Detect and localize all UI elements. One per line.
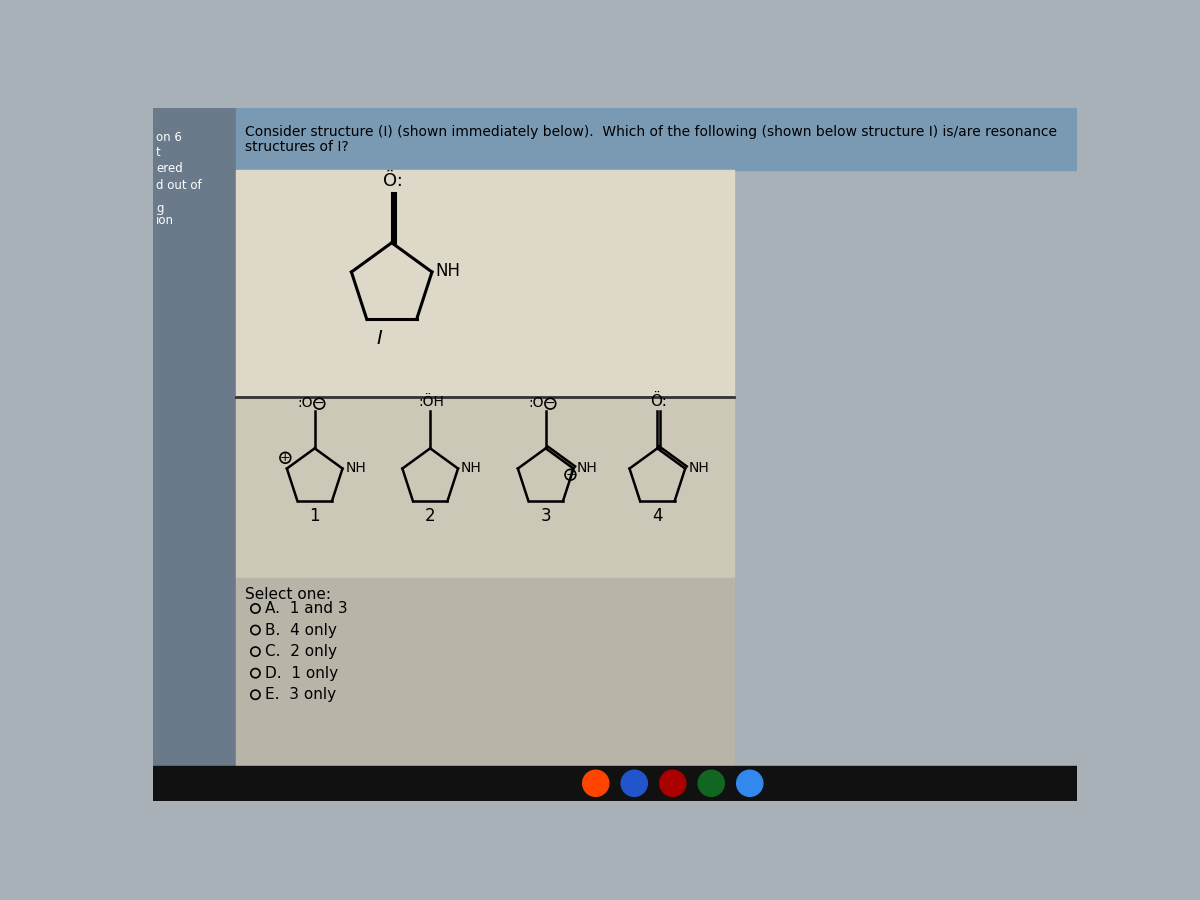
Text: d out of: d out of	[156, 179, 202, 192]
Circle shape	[660, 770, 686, 796]
Bar	[154, 108, 236, 801]
Text: NH: NH	[461, 461, 482, 475]
Bar	[236, 169, 734, 397]
Text: 4: 4	[652, 507, 662, 525]
Text: :O: :O	[528, 396, 544, 410]
Text: 2: 2	[425, 507, 436, 525]
Text: 3: 3	[540, 507, 551, 525]
Circle shape	[737, 770, 763, 796]
Text: A.  1 and 3: A. 1 and 3	[265, 601, 348, 616]
Text: ered: ered	[156, 162, 182, 175]
Text: on 6: on 6	[156, 131, 182, 144]
Text: ion: ion	[156, 214, 174, 228]
Text: −: −	[314, 397, 324, 410]
Text: t: t	[156, 147, 161, 159]
Text: Consider structure (I) (shown immediately below).  Which of the following (shown: Consider structure (I) (shown immediatel…	[246, 125, 1057, 139]
Text: D.  1 only: D. 1 only	[265, 666, 338, 680]
Text: g: g	[156, 202, 163, 215]
Bar	[236, 397, 734, 578]
Text: Ö:: Ö:	[383, 173, 402, 191]
Circle shape	[698, 770, 725, 796]
Text: Select one:: Select one:	[246, 587, 331, 602]
Bar	[236, 108, 1078, 169]
Text: 1: 1	[310, 507, 320, 525]
Text: −: −	[545, 397, 556, 410]
Text: structures of I?: structures of I?	[246, 140, 349, 154]
Text: +: +	[565, 468, 576, 482]
Text: B.  4 only: B. 4 only	[265, 623, 337, 637]
Text: :O: :O	[296, 396, 312, 410]
Bar	[236, 578, 734, 801]
Text: +: +	[280, 451, 290, 464]
Text: NH: NH	[577, 461, 598, 475]
Circle shape	[622, 770, 647, 796]
Text: NH: NH	[436, 262, 461, 280]
Text: NH: NH	[689, 461, 709, 475]
Circle shape	[583, 770, 608, 796]
Text: C.  2 only: C. 2 only	[265, 644, 337, 659]
Text: Ö:: Ö:	[649, 394, 666, 410]
Text: NH: NH	[346, 461, 366, 475]
Text: I: I	[377, 329, 382, 348]
Text: :ÖH: :ÖH	[418, 395, 444, 410]
Text: E.  3 only: E. 3 only	[265, 688, 336, 702]
Bar	[154, 766, 1078, 801]
